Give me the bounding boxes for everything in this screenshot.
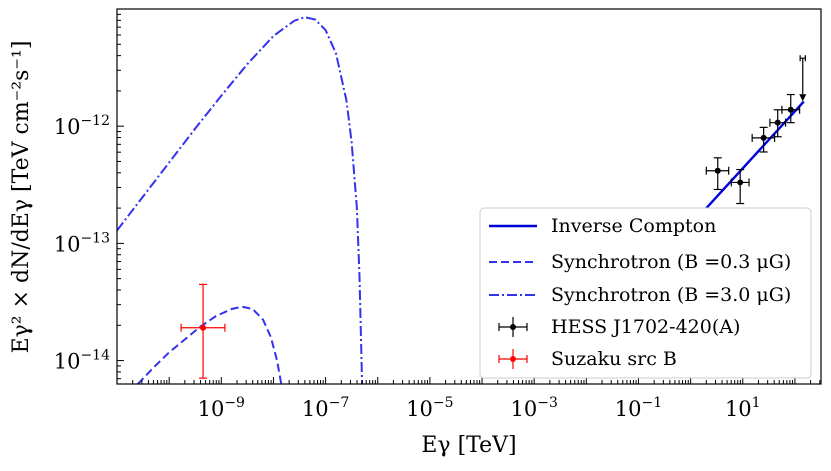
x-axis-label: Eγ [TeV] — [421, 433, 516, 458]
series-line-0 — [705, 100, 805, 210]
data-points — [180, 55, 807, 379]
x-tick-label: 10−3 — [510, 395, 557, 421]
legend-label-synchrotron-3-0: Synchrotron (B =3.0 μG) — [551, 284, 791, 306]
model-curves — [117, 16, 805, 384]
x-tick-label: 10−7 — [302, 395, 349, 421]
data-point — [705, 157, 730, 191]
x-tick-label: 10−9 — [198, 395, 245, 421]
legend: Inverse Compton Synchrotron (B =0.3 μG) … — [479, 207, 812, 379]
upper-limit — [799, 55, 807, 102]
y-tick-label: 10−13 — [54, 230, 110, 256]
legend-swatch-hess — [498, 317, 528, 337]
series-line-2 — [117, 16, 364, 384]
data-marker — [200, 324, 207, 331]
legend-label-hess: HESS J1702-420(A) — [551, 316, 740, 338]
x-tick-label: 101 — [725, 395, 761, 421]
upper-limit-arrow — [799, 94, 807, 102]
data-point — [180, 283, 226, 379]
y-tick-label: 10−12 — [54, 113, 110, 139]
data-point — [781, 93, 801, 124]
y-tick-label: 10−14 — [54, 348, 110, 374]
data-point — [751, 126, 776, 153]
x-tick-label: 10−5 — [406, 395, 453, 421]
plot-frame — [116, 8, 822, 385]
data-marker — [774, 119, 781, 126]
series-line-1 — [137, 305, 283, 384]
x-tick-label: 10−1 — [615, 395, 662, 421]
x-tick-labels: 10−9 10−7 10−5 10−3 10−1 101 — [198, 395, 761, 421]
y-axis-label: Eγ² × dN/dEγ [TeV cm⁻²s⁻¹] — [9, 41, 34, 354]
data-marker — [787, 106, 794, 113]
data-marker — [714, 167, 721, 174]
legend-label-suzaku: Suzaku src B — [551, 348, 677, 370]
data-point — [769, 109, 787, 138]
legend-box — [479, 207, 812, 379]
legend-label-synchrotron-0-3: Synchrotron (B =0.3 μG) — [551, 251, 791, 273]
data-point — [730, 168, 750, 205]
legend-swatch-suzaku — [498, 349, 528, 369]
y-tick-labels: 10−14 10−13 10−12 — [54, 113, 110, 373]
data-marker — [737, 179, 744, 186]
data-marker — [760, 134, 767, 141]
legend-label-inverse-compton: Inverse Compton — [551, 215, 716, 237]
